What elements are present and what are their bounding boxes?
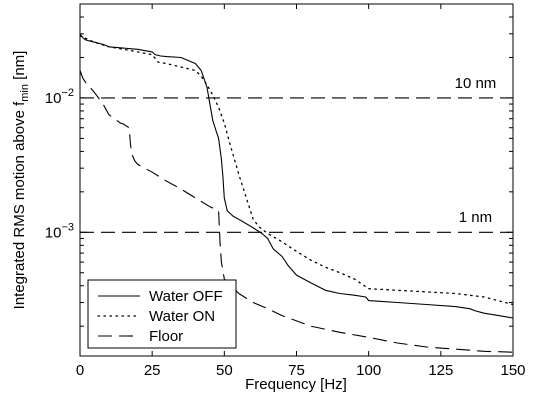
x-axis-title: Frequency [Hz] bbox=[245, 376, 347, 393]
x-tick-label: 100 bbox=[356, 362, 381, 379]
x-tick-label: 0 bbox=[76, 362, 84, 379]
y-axis-title-subscript: min bbox=[19, 84, 31, 102]
line-annotation: 10 nm bbox=[455, 75, 497, 92]
annotations: 10 nm 1 nm bbox=[455, 75, 497, 226]
line-annotation: 1 nm bbox=[459, 209, 492, 226]
y-axis-title: Integrated RMS motion above fmin [nm] bbox=[11, 51, 31, 310]
series-line bbox=[79, 70, 514, 353]
legend-label: Floor bbox=[149, 328, 183, 345]
legend-box bbox=[87, 279, 237, 349]
legend-label: Water OFF bbox=[149, 288, 223, 305]
y-axis-title-main: Integrated RMS motion above f bbox=[11, 101, 28, 309]
legend-label: Water ON bbox=[149, 308, 215, 325]
series-line bbox=[79, 33, 514, 319]
x-tick-label: 75 bbox=[288, 362, 305, 379]
axis-ticks bbox=[79, 3, 514, 356]
x-tick-label: 25 bbox=[144, 362, 161, 379]
y-tick-label: 10−3 bbox=[45, 221, 74, 241]
x-tick-label: 50 bbox=[216, 362, 233, 379]
x-tick-label: 125 bbox=[428, 362, 453, 379]
legend: Water OFF Water ON Floor bbox=[87, 279, 237, 349]
y-axis-title-unit: [nm] bbox=[11, 51, 28, 84]
tick-labels: 0 25 50 75 100 125 150 10−2 10−3 bbox=[45, 87, 526, 379]
y-tick-label: 10−2 bbox=[45, 87, 74, 107]
reference-lines bbox=[80, 97, 513, 233]
series-line bbox=[79, 35, 514, 306]
series-lines bbox=[79, 33, 514, 353]
x-tick-label: 150 bbox=[500, 362, 525, 379]
